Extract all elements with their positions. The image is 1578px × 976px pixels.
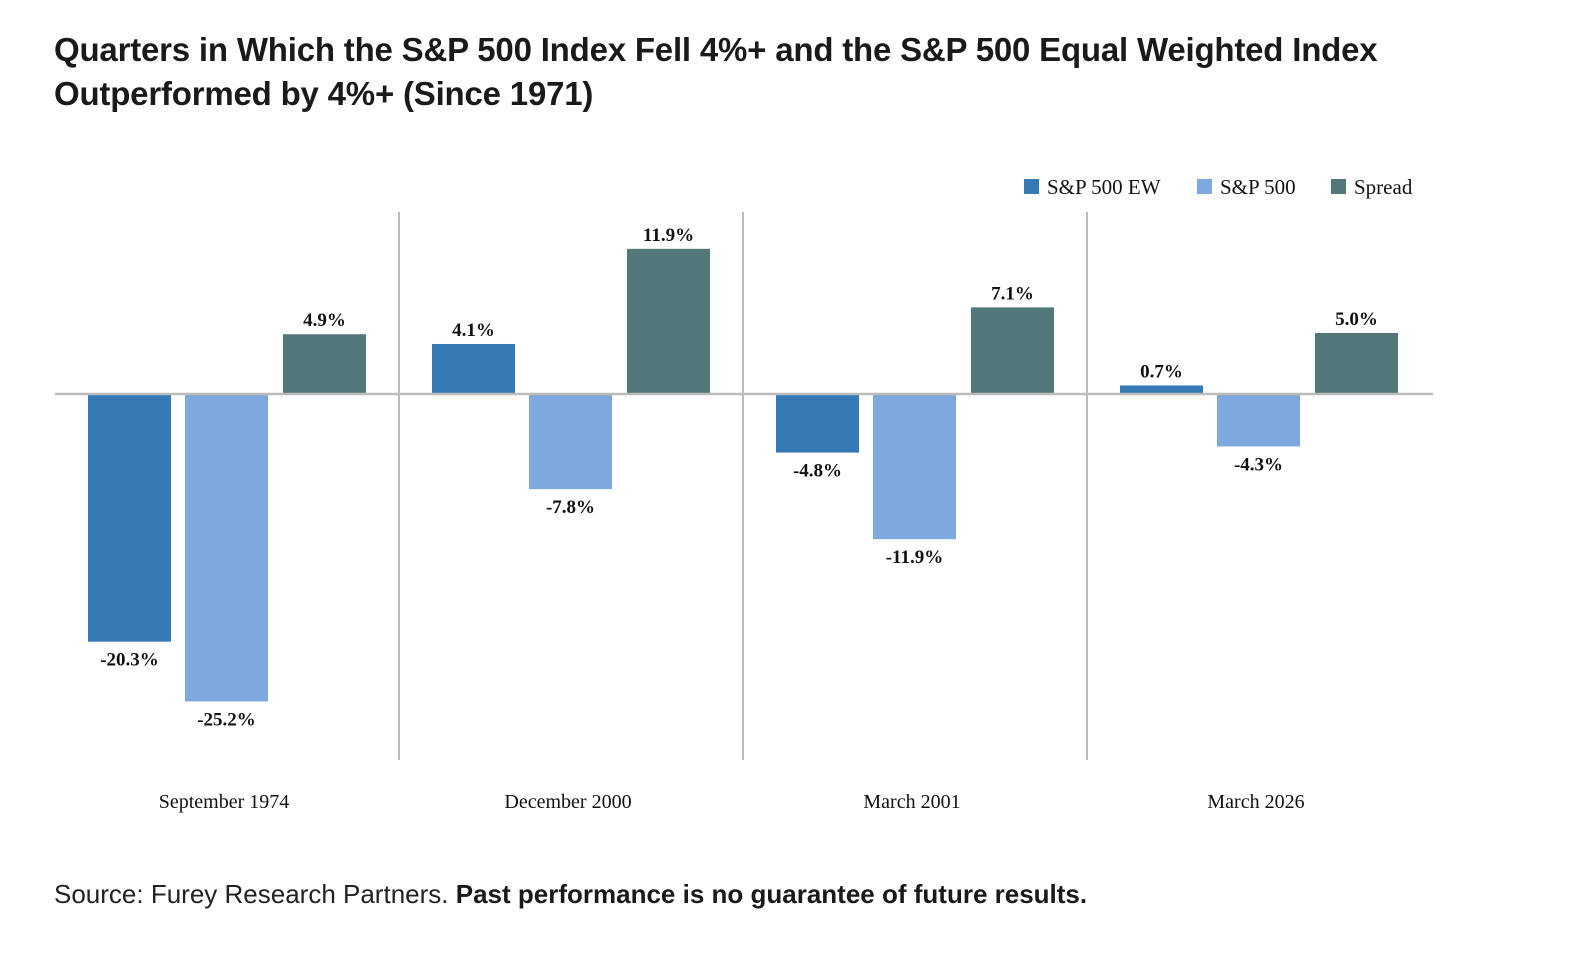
value-label: -11.9%: [886, 547, 944, 568]
value-label: 11.9%: [643, 225, 694, 246]
source-text: Source: Furey Research Partners.: [54, 879, 449, 909]
legend-label: S&P 500: [1220, 175, 1296, 199]
bar-sandp-500-september-1974: [185, 394, 268, 702]
bar-sandp-500-ew-december-2000: [432, 343, 515, 394]
bar-sandp-500-march-2026: [1217, 394, 1300, 447]
value-label: 7.1%: [991, 283, 1034, 304]
legend-item-spread: Spread: [1331, 175, 1413, 199]
value-label: -25.2%: [197, 709, 256, 730]
legend-label: Spread: [1354, 175, 1413, 199]
bars: [88, 248, 1398, 702]
bar-chart: -20.3% 4.1% -4.8% 0.7% -25.2% -7.8% -11.9% -4.3…: [55, 175, 1433, 813]
category-separators: [398, 212, 1088, 760]
value-label: 0.7%: [1140, 361, 1183, 382]
legend: S&P 500 EW S&P 500 Spread: [1024, 175, 1413, 199]
value-label: -7.8%: [546, 497, 595, 518]
source-footer: Source: Furey Research Partners. Past pe…: [54, 879, 1087, 910]
bar-sandp-500-ew-march-2026: [1120, 385, 1203, 394]
category-label: December 2000: [504, 791, 631, 813]
legend-swatch: [1024, 179, 1039, 194]
legend-item-sandp-500: S&P 500: [1197, 175, 1296, 199]
bar-sandp-500-march-2001: [873, 394, 956, 540]
bar-sandp-500-december-2000: [529, 394, 612, 490]
legend-label: S&P 500 EW: [1047, 175, 1161, 199]
bar-spread-march-2026: [1315, 333, 1398, 394]
value-label: -4.8%: [793, 461, 842, 482]
value-label: 4.9%: [303, 310, 346, 331]
bar-sandp-500-ew-september-1974: [88, 394, 171, 642]
value-label: -20.3%: [100, 650, 159, 671]
value-label: -4.3%: [1234, 454, 1283, 475]
value-label: 5.0%: [1335, 309, 1378, 330]
bar-spread-march-2001: [971, 307, 1054, 394]
category-label: March 2026: [1207, 791, 1304, 813]
chart-title: Quarters in Which the S&P 500 Index Fell…: [54, 31, 1378, 112]
value-label: 4.1%: [452, 320, 495, 341]
legend-swatch: [1197, 179, 1212, 194]
bar-sandp-500-ew-march-2001: [776, 394, 859, 453]
category-label: September 1974: [159, 791, 290, 813]
bar-spread-december-2000: [627, 248, 710, 394]
bar-spread-september-1974: [283, 334, 366, 394]
legend-item-sandp-500-ew: S&P 500 EW: [1024, 175, 1161, 199]
legend-swatch: [1331, 179, 1346, 194]
category-labels: September 1974 December 2000 March 2001 Mar…: [159, 791, 1305, 813]
disclaimer-text: Past performance is no guarantee of futu…: [455, 879, 1088, 909]
value-labels: -20.3% 4.1% -4.8% 0.7% -25.2% -7.8% -11.9% -4.3…: [100, 225, 1378, 731]
category-label: March 2001: [863, 791, 960, 813]
